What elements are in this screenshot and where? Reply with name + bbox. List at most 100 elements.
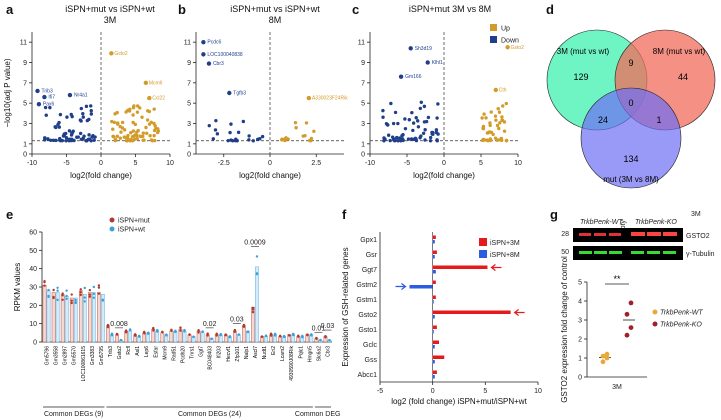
- legend-mut-label: iSPN+mut: [118, 218, 150, 225]
- replicate-point-wt: [56, 298, 59, 302]
- y-tick-label: 11: [184, 40, 191, 47]
- legend-mut-marker: [109, 217, 115, 223]
- y-tick-label: 7: [23, 80, 27, 87]
- bar-mut: [69, 297, 74, 343]
- bar-8m: [432, 255, 435, 259]
- data-point: [485, 131, 490, 135]
- group-label: Common DEGs (9): [44, 411, 104, 418]
- replicate-point-mut: [115, 332, 119, 336]
- replicate-point-mut: [106, 325, 110, 329]
- category-label: Lep6: [144, 346, 150, 357]
- data-point: [624, 332, 630, 338]
- data-point: [79, 119, 83, 123]
- data-point: [494, 118, 498, 122]
- replicate-point-mut: [215, 334, 218, 337]
- replicate-point-mut: [70, 301, 73, 305]
- y-tick-label: 1: [23, 141, 27, 148]
- venn-set-3-name: mut (3M vs 8M): [603, 175, 659, 184]
- panel-b-title-line2: 8M: [268, 15, 282, 25]
- data-point: [145, 131, 149, 136]
- replicate-point-mut: [197, 331, 200, 334]
- data-point: [396, 121, 400, 126]
- data-point: [391, 121, 396, 126]
- replicate-point-wt: [219, 333, 222, 337]
- replicate-point-wt: [92, 285, 96, 289]
- data-point: [604, 355, 610, 361]
- bar-8m: [432, 315, 435, 319]
- data-point: [504, 101, 509, 106]
- labeled-point: [35, 88, 40, 94]
- volcano-a: -10 -5 0 5 10 0 1 3 5 7 9 11 Gsto2 Trib3 Mcm6 Ifi7 Ccl22…: [3, 32, 174, 180]
- x-axis-label: 3M: [612, 384, 622, 391]
- bar-wt: [255, 266, 259, 343]
- gene-label: LOC100040838: [207, 52, 243, 58]
- x-tick-label: -5: [404, 160, 410, 167]
- replicate-point-wt: [165, 333, 168, 337]
- data-point: [403, 126, 408, 131]
- replicate-point-wt: [264, 334, 268, 337]
- legend-ko-label: TrkbPenk-KO: [660, 322, 702, 329]
- gene-label: Abcc1: [358, 372, 378, 379]
- data-point: [407, 118, 412, 122]
- volcano-b: -2.5 0 2.5 0 1 3 5 7 9 11 Pcdc6 LOC100040838 Cbr3 Tgf…: [184, 32, 348, 180]
- x-tick-label: -2.5: [218, 160, 230, 167]
- data-point: [81, 111, 85, 116]
- mw-marker-50: 50: [561, 249, 569, 256]
- category-label: Gm5570: [72, 346, 78, 365]
- category-label: Gm3383: [90, 346, 96, 365]
- data-point: [393, 110, 398, 115]
- category-label: Hmgn5: [307, 346, 313, 362]
- data-point: [79, 106, 84, 111]
- legend-8m-swatch: [479, 250, 488, 258]
- data-point: [496, 106, 500, 111]
- data-point: [600, 359, 606, 365]
- data-point: [400, 134, 404, 138]
- data-point: [504, 139, 509, 143]
- replicate-point-mut: [269, 334, 273, 337]
- significance-label: **: [613, 274, 621, 284]
- y-tick-label: 7: [361, 80, 365, 87]
- data-point: [428, 135, 433, 140]
- data-point: [119, 130, 123, 134]
- x-tick-label: 5: [479, 160, 483, 167]
- replicate-point-wt: [65, 294, 68, 298]
- replicate-point-wt: [137, 335, 141, 338]
- venn-set-1-name: 3M (mut vs wt): [557, 47, 610, 56]
- data-point: [90, 135, 94, 139]
- labeled-point: [306, 95, 312, 101]
- blot-gsto2: [573, 228, 683, 242]
- replicate-point-wt: [74, 298, 77, 302]
- data-point: [214, 118, 218, 123]
- data-point: [125, 135, 130, 140]
- data-point: [213, 128, 218, 132]
- data-point: [495, 138, 500, 142]
- data-point: [122, 135, 127, 139]
- bar-mut: [178, 328, 183, 343]
- gene-label: Gclc: [363, 342, 378, 349]
- lane-header-wt: TrkbPenk-WT: [580, 219, 623, 226]
- data-point: [133, 133, 138, 137]
- bar-mut: [78, 290, 83, 343]
- band-label-tubulin: γ-Tubulin: [686, 251, 715, 258]
- data-point: [382, 139, 386, 143]
- gene-label: Gstm1: [356, 297, 377, 304]
- bar-3m: [432, 310, 511, 314]
- data-point: [152, 107, 156, 111]
- data-point: [46, 137, 50, 141]
- data-point: [418, 106, 423, 111]
- data-point: [416, 119, 420, 123]
- data-point: [628, 300, 634, 306]
- y-tick-label: 0: [361, 152, 365, 159]
- data-point: [382, 136, 386, 140]
- gene-label: Nr4a1: [74, 93, 88, 99]
- highlight-arrow: [513, 309, 525, 316]
- y-tick-label: 2: [578, 337, 582, 344]
- data-point: [48, 105, 52, 110]
- data-point: [381, 115, 385, 119]
- x-tick-label: 0: [268, 160, 272, 167]
- y-tick-label: 9: [187, 60, 191, 67]
- data-point: [482, 112, 486, 116]
- replicate-point-mut: [70, 299, 73, 302]
- replicate-point-wt: [255, 272, 259, 276]
- replicate-point-wt: [328, 339, 331, 342]
